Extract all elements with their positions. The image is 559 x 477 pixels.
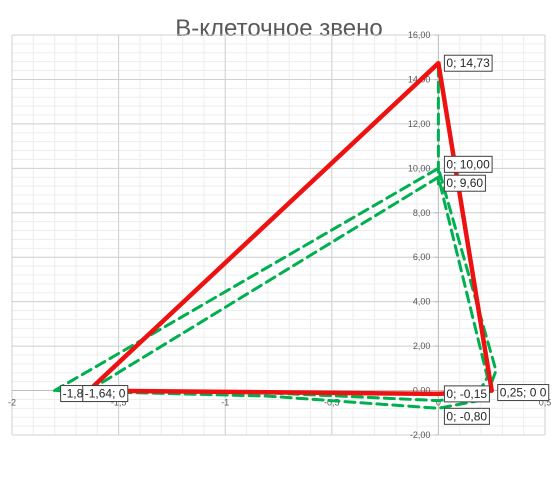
y-tick-label: 16,00 xyxy=(408,30,431,40)
data-label-text: 0; 10,00 xyxy=(446,157,490,171)
data-label: 0; 14,73 xyxy=(444,55,492,71)
data-label-text: 0,25; 0 0 xyxy=(500,386,547,400)
y-tick-label: 6,00 xyxy=(413,252,431,262)
data-label-text: 0; 14,73 xyxy=(446,56,490,70)
series-main-line xyxy=(89,63,492,394)
y-tick-label: 2,00 xyxy=(413,341,431,351)
chart-title: В-клеточное звено xyxy=(175,15,382,42)
data-label-text: 0; -0,15 xyxy=(446,387,487,401)
y-tick-label: -2,00 xyxy=(410,430,431,440)
data-label: -1,64; 0 xyxy=(83,386,128,402)
data-label-text: 0; 9,60 xyxy=(446,176,483,190)
x-tick-label: -1 xyxy=(221,398,229,408)
axes: -2 -1,5 -1 -0,5 0 0,5-2,000,002,004,006,008,0… xyxy=(8,30,551,440)
y-tick-label: 4,00 xyxy=(413,297,431,307)
data-label-text: 0; -0,80 xyxy=(446,409,487,423)
data-label-text: -1,64; 0 xyxy=(85,387,126,401)
y-tick-label: 8,00 xyxy=(413,208,431,218)
y-tick-label: 12,00 xyxy=(408,119,431,129)
data-label: 0; 10,00 xyxy=(444,156,492,172)
data-label: 0; 9,60 xyxy=(444,175,485,191)
data-label: 0; -0,80 xyxy=(444,408,489,424)
x-tick-label: -2 xyxy=(8,398,16,408)
data-label: 0,25; 0 0 xyxy=(498,385,549,401)
data-label: 0; -0,15 xyxy=(444,386,489,402)
y-tick-label: 10,00 xyxy=(408,163,431,173)
